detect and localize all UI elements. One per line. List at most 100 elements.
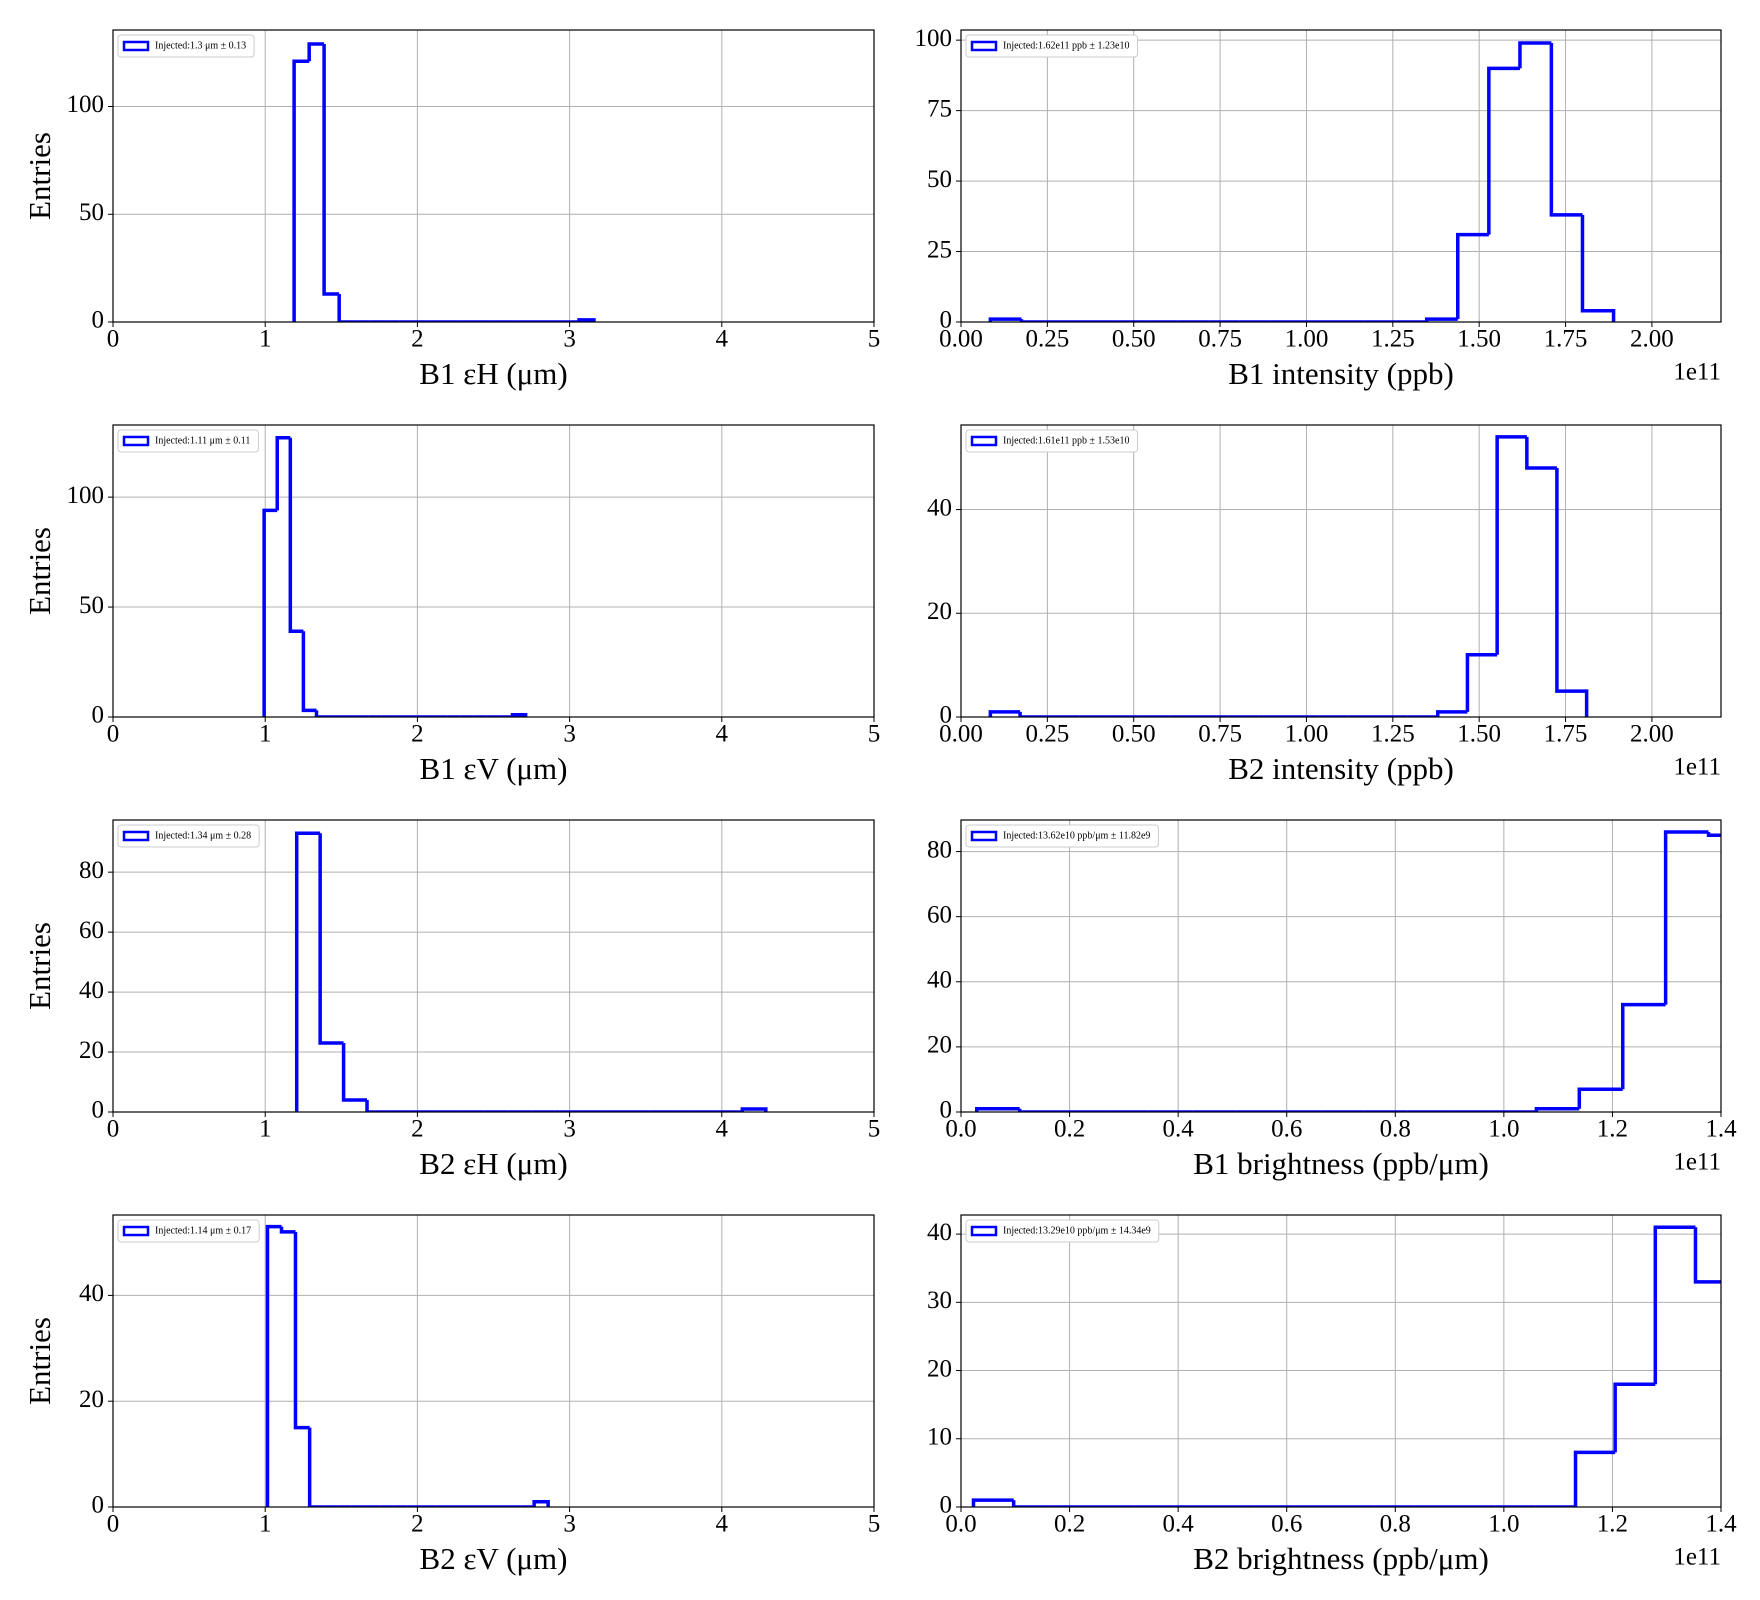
y-tick-label: 0 [940,307,953,334]
subplot: 0.00 0.25 0.50 0.75 1.00 1.25 1.50 1.75 2.00 0 25 5… [915,25,1722,391]
axes-frame [112,1214,875,1508]
x-tick-label: 1 [259,326,272,353]
histogram [974,830,1721,1112]
x-axis-label: B2 intensity (ppb) [1228,751,1454,786]
histogram-step [288,437,304,633]
axes-frame [112,424,875,718]
y-tick-label: 25 [927,236,952,263]
y-tick-label: 30 [927,1287,952,1314]
legend-box [965,429,1138,453]
subplot: 0 1 2 3 4 5 0 20 40 B2 εV (μm) Entries Injected:1.1… [22,1214,880,1576]
legend-box [117,824,260,848]
y-tick-label: 60 [79,917,104,944]
histogram-step [318,833,344,1045]
x-tick-label: 0.2 [1054,1511,1085,1538]
legend-swatch [122,1225,150,1237]
y-tick-label: 100 [67,91,105,118]
y-tick-label: 40 [927,967,952,994]
x-tick-label: 1.2 [1597,1511,1628,1538]
histogram-step [1653,1225,1696,1385]
y-tick-label: 20 [927,598,952,625]
x-axis-label: B1 intensity (ppb) [1228,356,1454,391]
y-tick-label: 20 [927,1355,952,1382]
histogram-step [275,436,291,511]
x-tick-label: 0.6 [1271,1116,1302,1143]
histogram-step [1487,66,1520,235]
histogram-step [988,317,1022,322]
histogram-step [971,1498,1014,1507]
axes-frame [960,1214,1722,1508]
x-tick-label: 0 [107,721,120,748]
subplot: 0.0 0.2 0.4 0.6 0.8 1.0 1.2 1.4 0 10 20 30 40 B2 brig… [927,1214,1737,1576]
y-tick-label: 80 [927,836,952,863]
legend-box [117,429,259,453]
x-tick-label: 3 [563,1511,576,1538]
legend-label: Injected:1.34 μm ± 0.28 [155,830,251,841]
x-tick-label: 0 [107,1116,120,1143]
legend-label: Injected:1.61e11 ppb ± 1.53e10 [1003,435,1129,446]
histogram-step [1525,436,1557,470]
axes-frame [112,819,875,1113]
histogram [265,1224,550,1507]
x-tick-label: 1.0 [1488,1511,1519,1538]
x-offset-label: 1e11 [1673,1149,1721,1176]
histogram-step [532,1499,550,1507]
legend: Injected:1.61e11 ppb ± 1.53e10 [965,429,1138,453]
histogram-step [1577,1087,1623,1109]
x-tick-label: 1.75 [1544,721,1588,748]
histogram-step [301,631,317,713]
histogram-step [1620,1002,1666,1090]
histogram-step [988,710,1021,717]
legend-swatch [122,830,150,842]
y-tick-label: 0 [940,1492,953,1519]
y-tick-label: 100 [915,25,953,52]
histogram-step [1424,317,1458,322]
x-tick-label: 0.6 [1271,1511,1302,1538]
y-tick-label: 40 [79,1280,104,1307]
plot-area [113,425,874,717]
x-tick-label: 0.75 [1198,721,1242,748]
histogram-step [307,1427,324,1507]
y-tick-label: 40 [927,1219,952,1246]
legend-box [965,824,1159,848]
histogram-step [1018,711,1051,717]
plot-area [113,820,874,1112]
histogram-step [740,1107,768,1112]
legend-box [965,1219,1160,1243]
histogram-step [1465,653,1498,712]
x-axis-label: B2 εV (μm) [420,1541,568,1576]
histogram-step [365,1100,391,1112]
y-axis-label: Entries [22,1317,57,1405]
histogram-step [1549,42,1583,217]
axes-frame [960,819,1722,1113]
x-tick-label: 4 [716,1116,729,1143]
x-tick-label: 0.8 [1380,1511,1411,1538]
x-tick-label: 4 [716,721,729,748]
x-tick-label: 2 [411,721,424,748]
legend-swatch [122,435,150,447]
axes-frame [960,29,1722,323]
y-tick-label: 60 [927,901,952,928]
x-tick-label: 0.25 [1025,721,1069,748]
histogram-step [1534,1106,1580,1112]
histogram-step [322,44,340,296]
x-axis-label: B2 εH (μm) [419,1146,567,1181]
histogram-step [307,42,325,62]
x-tick-label: 0.0 [945,1116,976,1143]
x-tick-label: 1 [259,1116,272,1143]
y-tick-label: 20 [79,1386,104,1413]
x-tick-label: 0.50 [1112,326,1156,353]
histogram [988,41,1616,322]
subplot: 0 1 2 3 4 5 0 20 40 60 80 B2 εH (μm) Entries Injected… [22,819,880,1181]
y-tick-label: 100 [67,482,105,509]
legend: Injected:1.34 μm ± 0.28 [117,824,260,848]
legend: Injected:1.14 μm ± 0.17 [117,1219,260,1243]
x-tick-label: 0.0 [945,1511,976,1538]
y-tick-label: 0 [92,1097,105,1124]
y-axis-label: Entries [22,132,57,220]
plot-area [113,1215,874,1507]
y-tick-label: 50 [927,166,952,193]
x-tick-label: 1.50 [1457,326,1501,353]
